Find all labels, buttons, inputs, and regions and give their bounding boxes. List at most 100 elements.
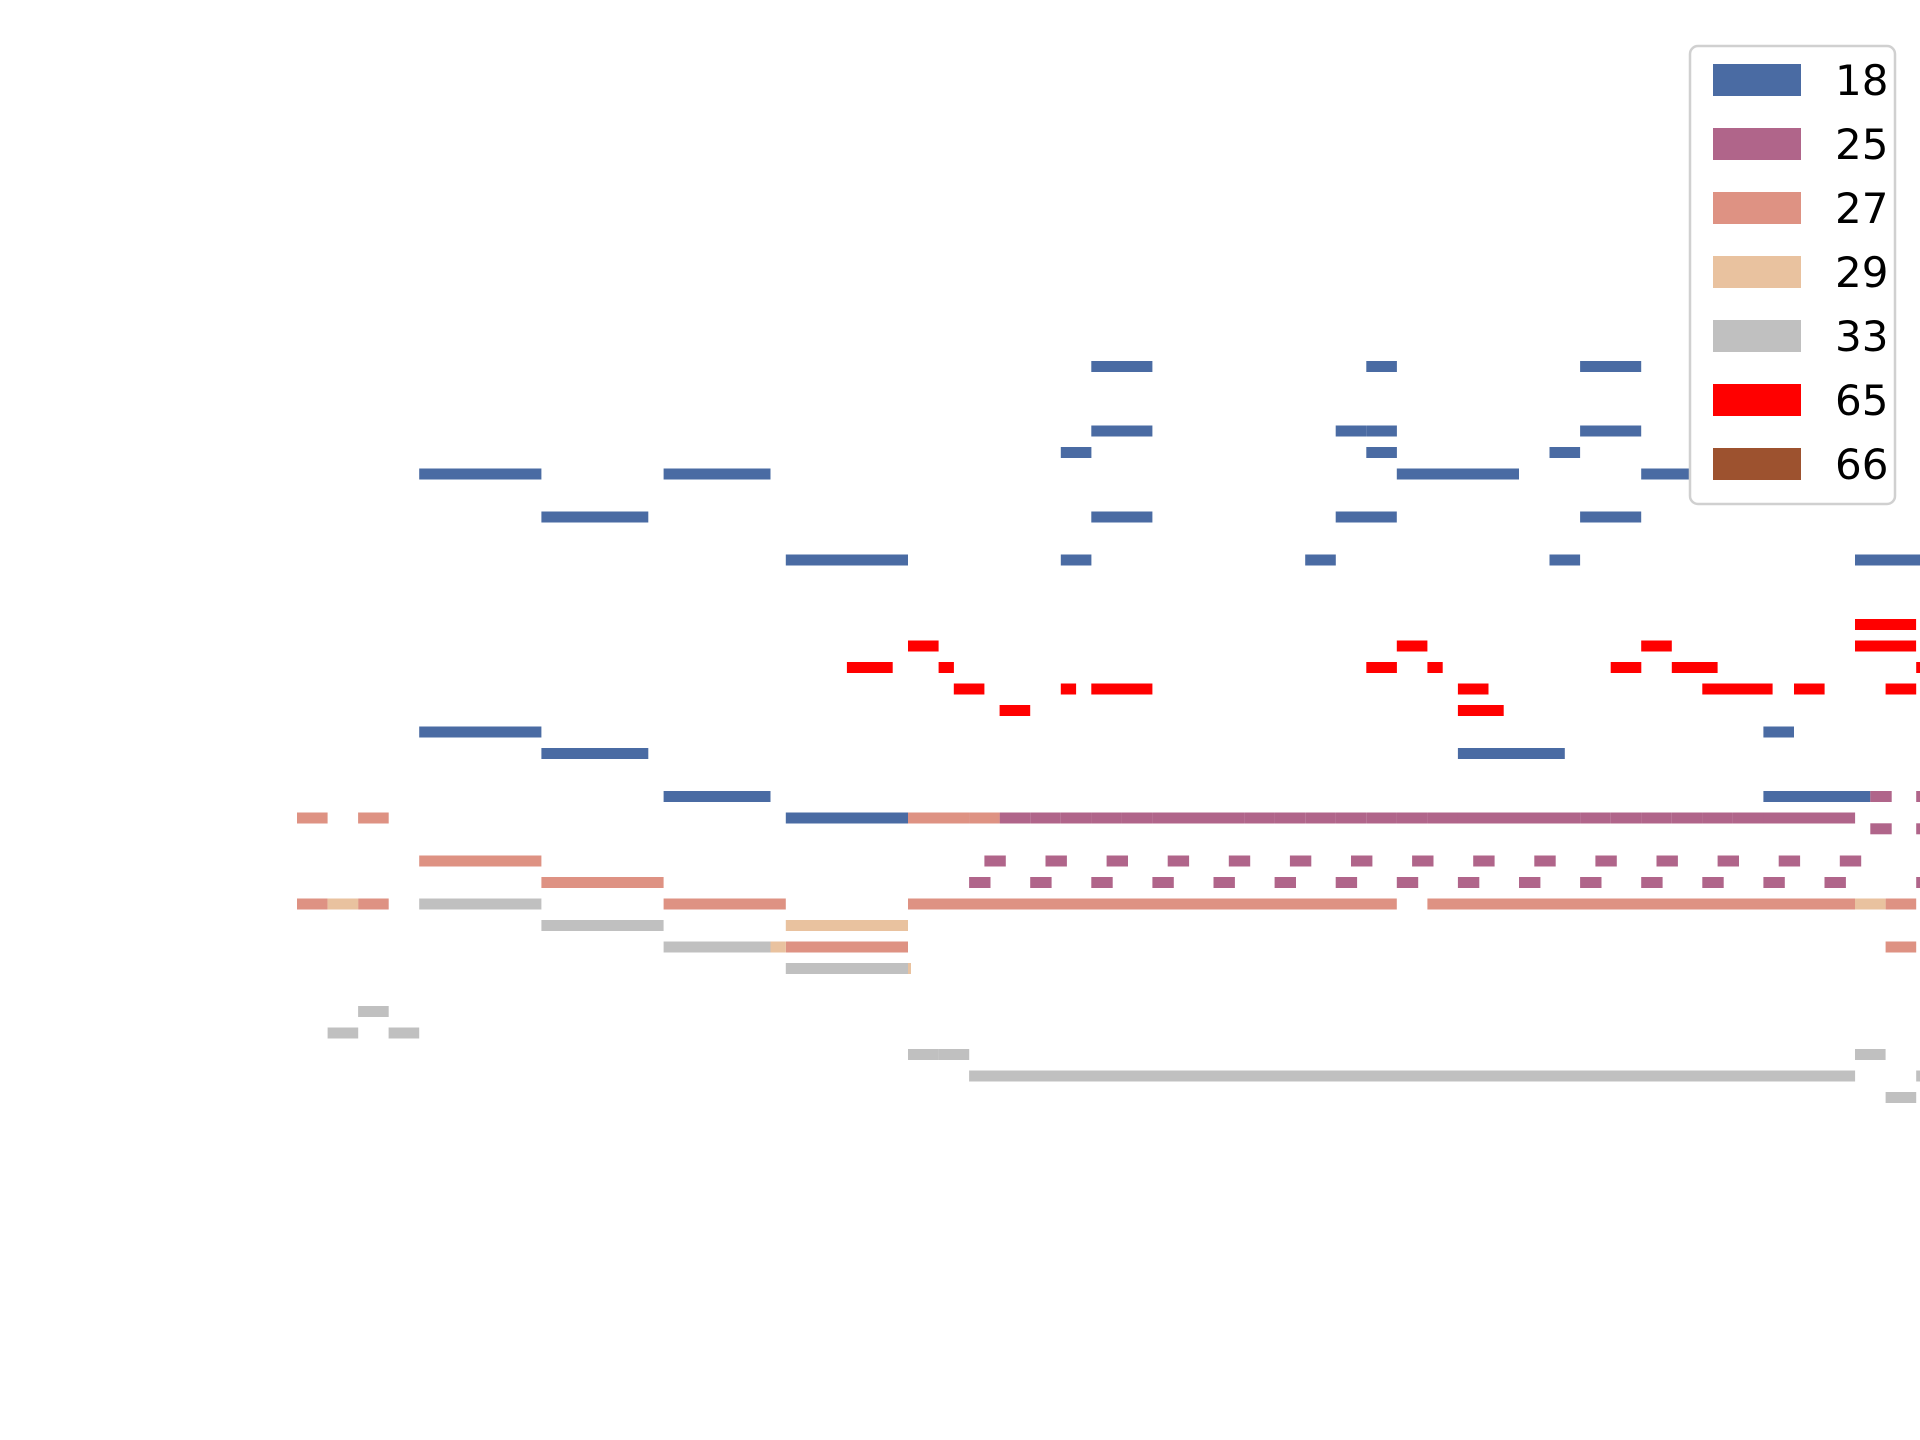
- series-27: [297, 812, 1917, 953]
- note-65-14: [1671, 662, 1718, 673]
- note-65-1: [846, 662, 893, 673]
- note-25-57: [1702, 877, 1724, 888]
- note-18-13: [1366, 425, 1397, 437]
- note-18-2: [663, 468, 771, 480]
- note-25-24: [1671, 812, 1703, 824]
- note-25-29: [1824, 812, 1856, 824]
- note-27-12: [1885, 941, 1917, 953]
- note-18-16: [1457, 748, 1565, 759]
- note-65-0: [908, 640, 939, 652]
- note-25-28: [1794, 812, 1825, 824]
- note-27-4: [419, 855, 542, 867]
- note-27-6: [663, 898, 786, 910]
- note-27-1: [358, 812, 389, 824]
- note-25-11: [1274, 812, 1306, 824]
- note-18-1: [541, 511, 649, 523]
- note-25-14: [1366, 812, 1397, 824]
- note-65-12: [1641, 640, 1672, 652]
- note-29-4: [1855, 898, 1886, 910]
- note-25-5: [1091, 812, 1122, 824]
- note-25-48: [1152, 877, 1174, 888]
- note-25-83: [1916, 877, 1920, 888]
- note-25-18: [1488, 812, 1520, 824]
- note-65-11: [1457, 683, 1489, 695]
- note-18-21: [1580, 361, 1642, 372]
- legend-label-18: 18: [1835, 56, 1888, 105]
- note-33-2: [663, 941, 771, 953]
- note-27-3: [358, 898, 389, 910]
- note-25-54: [1519, 877, 1541, 888]
- legend-swatch-29: [1713, 256, 1801, 288]
- note-65-5: [1060, 683, 1077, 695]
- note-18-6: [1091, 511, 1153, 523]
- note-25-31: [1045, 855, 1067, 867]
- note-25-26: [1732, 812, 1764, 824]
- legend-label-33: 33: [1835, 312, 1888, 361]
- legend-label-66: 66: [1835, 440, 1888, 489]
- note-25-9: [1213, 812, 1245, 824]
- note-25-27: [1763, 812, 1794, 824]
- note-25-43: [1778, 855, 1801, 867]
- note-25-2: [999, 812, 1031, 824]
- legend: 18 25 27 29 33 65 66: [1688, 44, 1897, 506]
- note-29-0: [327, 898, 359, 910]
- note-25-16: [1427, 812, 1458, 824]
- note-25-35: [1289, 855, 1312, 867]
- note-25-39: [1534, 855, 1556, 867]
- note-27-7: [785, 941, 908, 953]
- note-18-10: [1335, 511, 1397, 523]
- note-25-17: [1457, 812, 1489, 824]
- note-25-22: [1610, 812, 1642, 824]
- note-25-8: [1183, 812, 1214, 824]
- note-25-44: [1839, 855, 1862, 867]
- note-27-5: [541, 877, 664, 888]
- note-18-19: [1580, 511, 1642, 523]
- note-25-46: [1030, 877, 1052, 888]
- note-18-23: [1763, 726, 1794, 738]
- note-25-78: [1916, 823, 1920, 835]
- note-65-2: [938, 662, 954, 673]
- note-25-55: [1580, 877, 1602, 888]
- note-18-9: [1305, 554, 1336, 566]
- note-25-40: [1595, 855, 1617, 867]
- note-25-51: [1335, 877, 1358, 888]
- note-18-8: [1091, 361, 1153, 372]
- note-65-4: [999, 705, 1031, 716]
- note-25-20: [1549, 812, 1581, 824]
- series-33: [327, 898, 1920, 1103]
- note-25-47: [1091, 877, 1113, 888]
- note-33-0: [419, 898, 542, 910]
- note-25-53: [1457, 877, 1480, 888]
- note-65-20: [1916, 662, 1920, 673]
- note-18-45: [541, 748, 649, 759]
- note-65-18: [1855, 640, 1917, 652]
- note-18-14: [1366, 361, 1397, 372]
- note-25-21: [1580, 812, 1611, 824]
- note-27-18: [1885, 898, 1917, 910]
- note-25-13: [1335, 812, 1367, 824]
- note-65-15: [1702, 683, 1742, 695]
- note-25-58: [1763, 877, 1785, 888]
- note-25-3: [1030, 812, 1061, 824]
- note-25-42: [1717, 855, 1739, 867]
- note-29-2: [770, 941, 786, 953]
- note-65-17: [1794, 683, 1825, 695]
- note-25-41: [1656, 855, 1678, 867]
- note-33-6: [388, 1027, 420, 1039]
- legend-swatch-27: [1713, 192, 1801, 224]
- note-27-10: [908, 898, 1397, 910]
- note-65-7: [1396, 640, 1428, 652]
- note-25-34: [1228, 855, 1251, 867]
- note-33-7: [908, 1049, 939, 1060]
- note-65-9: [1427, 662, 1443, 673]
- note-29-1: [785, 920, 908, 931]
- note-25-37: [1412, 855, 1434, 867]
- note-33-8: [938, 1049, 970, 1060]
- legend-swatch-65: [1713, 384, 1801, 416]
- note-18-46: [663, 791, 771, 802]
- note-25-56: [1641, 877, 1663, 888]
- note-18-12: [1366, 447, 1397, 458]
- note-25-52: [1396, 877, 1419, 888]
- note-18-4: [1060, 554, 1092, 566]
